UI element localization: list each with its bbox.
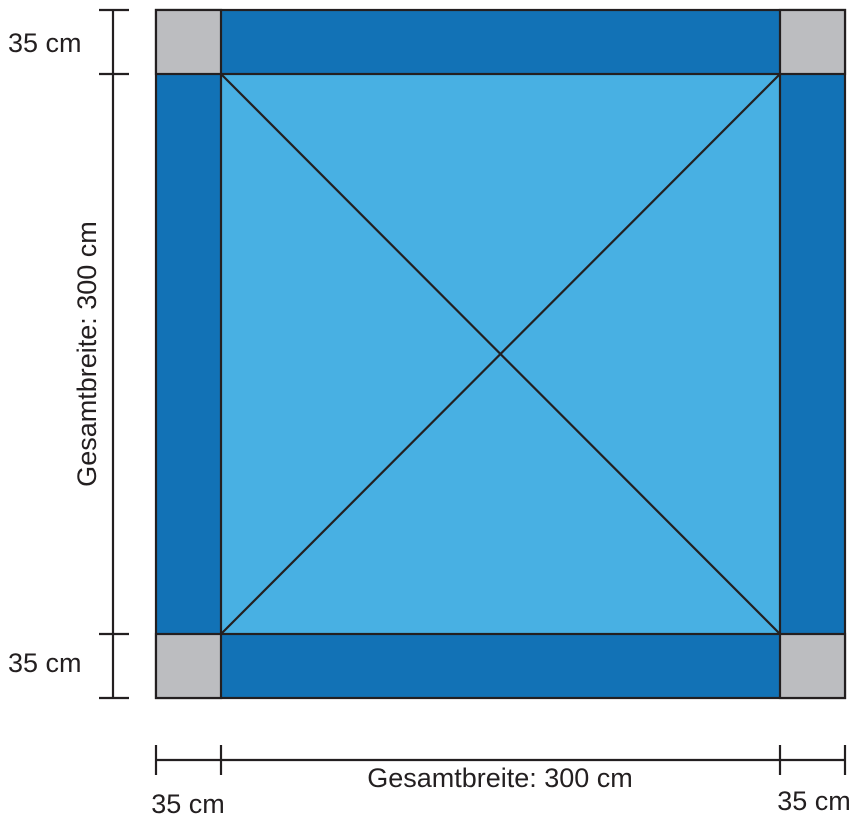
corner-square-top-left <box>154 8 223 76</box>
left-total-width-label: Gesamtbreite: 300 cm <box>72 221 102 487</box>
bottom-total-width-label: Gesamtbreite: 300 cm <box>367 763 633 793</box>
corner-square-bottom-right <box>778 632 847 700</box>
corner-square-bottom-left <box>154 632 223 700</box>
bottom-dimension-line <box>154 745 847 775</box>
bottom-right-margin-label: 35 cm <box>777 786 851 816</box>
left-dimension-line <box>99 8 129 700</box>
diagonal-line-b <box>220 73 781 635</box>
bottom-margin-label: 35 cm <box>8 648 82 678</box>
bottom-left-margin-label: 35 cm <box>151 789 225 817</box>
corner-square-top-right <box>778 8 847 76</box>
top-margin-label: 35 cm <box>8 28 82 58</box>
